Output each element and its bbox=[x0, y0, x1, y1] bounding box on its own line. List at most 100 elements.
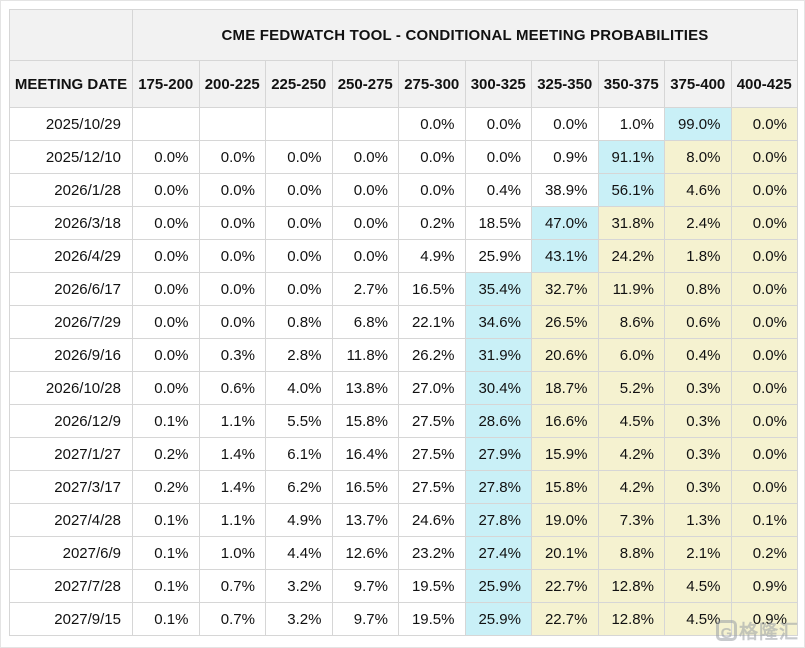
probability-cell: 0.0% bbox=[730, 272, 798, 306]
probability-cell: 12.6% bbox=[331, 536, 399, 570]
probability-cell: 4.0% bbox=[265, 371, 333, 405]
probability-cell: 0.0% bbox=[730, 338, 798, 372]
probability-cell: 0.0% bbox=[730, 140, 798, 174]
probability-cell: 0.1% bbox=[132, 569, 200, 603]
rate-bin-header: 350-375 bbox=[597, 60, 665, 108]
probability-cell bbox=[132, 107, 200, 141]
probability-cell: 0.2% bbox=[398, 206, 466, 240]
probability-cell: 25.9% bbox=[464, 239, 532, 273]
probability-cell: 47.0% bbox=[531, 206, 599, 240]
probability-cell: 0.0% bbox=[265, 140, 333, 174]
probability-cell: 20.6% bbox=[531, 338, 599, 372]
probability-cell: 1.0% bbox=[597, 107, 665, 141]
probability-cell bbox=[331, 107, 399, 141]
probability-cell: 0.0% bbox=[730, 305, 798, 339]
table-row: 2027/4/28 0.1% 1.1% 4.9% 13.7% 24.6% 27.8% 19.0… bbox=[9, 503, 798, 537]
probability-cell: 30.4% bbox=[464, 371, 532, 405]
probability-cell: 26.2% bbox=[398, 338, 466, 372]
probability-cell: 0.0% bbox=[198, 206, 266, 240]
probability-cell: 4.9% bbox=[265, 503, 333, 537]
probability-cell: 6.0% bbox=[597, 338, 665, 372]
table-title: CME FEDWATCH TOOL - CONDITIONAL MEETING … bbox=[132, 9, 798, 61]
probability-cell: 7.3% bbox=[597, 503, 665, 537]
probability-cell: 18.7% bbox=[531, 371, 599, 405]
probability-cell: 0.0% bbox=[132, 239, 200, 273]
probability-cell: 28.6% bbox=[464, 404, 532, 438]
probability-cell: 27.4% bbox=[464, 536, 532, 570]
probability-cell: 3.2% bbox=[265, 569, 333, 603]
probability-cell: 16.5% bbox=[331, 470, 399, 504]
probability-cell: 0.0% bbox=[198, 305, 266, 339]
probability-cell: 0.0% bbox=[730, 437, 798, 471]
table-row: 2027/1/27 0.2% 1.4% 6.1% 16.4% 27.5% 27.9% 15.9… bbox=[9, 437, 798, 471]
probability-cell: 0.0% bbox=[730, 107, 798, 141]
probability-cell: 31.9% bbox=[464, 338, 532, 372]
probability-cell: 13.8% bbox=[331, 371, 399, 405]
probability-cell: 3.2% bbox=[265, 602, 333, 636]
probability-cell: 16.5% bbox=[398, 272, 466, 306]
probability-cell: 1.8% bbox=[664, 239, 732, 273]
probability-cell: 4.5% bbox=[597, 404, 665, 438]
probability-cell: 0.0% bbox=[730, 470, 798, 504]
probability-cell: 0.8% bbox=[664, 272, 732, 306]
probability-cell: 0.6% bbox=[664, 305, 732, 339]
probability-cell: 27.5% bbox=[398, 404, 466, 438]
meeting-date-cell: 2026/9/16 bbox=[9, 338, 133, 372]
meeting-date-cell: 2026/10/28 bbox=[9, 371, 133, 405]
probability-cell: 15.8% bbox=[331, 404, 399, 438]
probability-cell: 8.0% bbox=[664, 140, 732, 174]
meeting-date-cell: 2026/1/28 bbox=[9, 173, 133, 207]
probability-cell: 0.6% bbox=[198, 371, 266, 405]
title-row: CME FEDWATCH TOOL - CONDITIONAL MEETING … bbox=[9, 9, 798, 61]
probability-cell: 18.5% bbox=[464, 206, 532, 240]
probability-cell: 99.0% bbox=[664, 107, 732, 141]
probability-cell: 23.2% bbox=[398, 536, 466, 570]
probability-cell: 15.8% bbox=[531, 470, 599, 504]
probability-cell: 0.0% bbox=[265, 173, 333, 207]
probability-cell: 22.7% bbox=[531, 569, 599, 603]
probability-cell: 5.2% bbox=[597, 371, 665, 405]
probability-cell: 0.0% bbox=[132, 305, 200, 339]
probability-cell: 0.0% bbox=[198, 140, 266, 174]
probability-cell: 27.8% bbox=[464, 503, 532, 537]
meeting-date-cell: 2026/7/29 bbox=[9, 305, 133, 339]
meeting-date-cell: 2027/3/17 bbox=[9, 470, 133, 504]
fedwatch-probability-table: CME FEDWATCH TOOL - CONDITIONAL MEETING … bbox=[9, 9, 798, 636]
probability-cell: 0.4% bbox=[664, 338, 732, 372]
probability-cell: 27.9% bbox=[464, 437, 532, 471]
probability-cell: 0.7% bbox=[198, 602, 266, 636]
table-row: 2026/9/16 0.0% 0.3% 2.8% 11.8% 26.2% 31.9% 20.6… bbox=[9, 338, 798, 372]
probability-cell: 0.9% bbox=[531, 140, 599, 174]
table-row: 2026/10/28 0.0% 0.6% 4.0% 13.8% 27.0% 30.4% 18.… bbox=[9, 371, 798, 405]
probability-cell: 4.5% bbox=[664, 569, 732, 603]
probability-cell: 0.0% bbox=[132, 272, 200, 306]
probability-cell: 2.1% bbox=[664, 536, 732, 570]
rate-bin-header: 200-225 bbox=[198, 60, 266, 108]
probability-cell: 20.1% bbox=[531, 536, 599, 570]
probability-cell: 0.3% bbox=[198, 338, 266, 372]
probability-cell: 0.2% bbox=[132, 437, 200, 471]
probability-cell: 0.0% bbox=[730, 206, 798, 240]
probability-cell: 11.8% bbox=[331, 338, 399, 372]
probability-cell: 0.3% bbox=[664, 470, 732, 504]
probability-cell: 8.6% bbox=[597, 305, 665, 339]
probability-cell: 1.4% bbox=[198, 437, 266, 471]
probability-cell: 0.1% bbox=[132, 602, 200, 636]
probability-cell: 0.9% bbox=[730, 569, 798, 603]
probability-cell: 25.9% bbox=[464, 602, 532, 636]
table-row: 2027/6/9 0.1% 1.0% 4.4% 12.6% 23.2% 27.4% 20.1%… bbox=[9, 536, 798, 570]
probability-cell: 0.0% bbox=[132, 371, 200, 405]
probability-cell: 15.9% bbox=[531, 437, 599, 471]
probability-cell: 0.2% bbox=[132, 470, 200, 504]
probability-cell bbox=[265, 107, 333, 141]
table-row: 2027/3/17 0.2% 1.4% 6.2% 16.5% 27.5% 27.8% 15.8… bbox=[9, 470, 798, 504]
probability-cell: 0.0% bbox=[132, 338, 200, 372]
probability-cell: 0.0% bbox=[265, 239, 333, 273]
probability-cell: 9.7% bbox=[331, 569, 399, 603]
table-row: 2026/4/29 0.0% 0.0% 0.0% 0.0% 4.9% 25.9% 43.1% 2… bbox=[9, 239, 798, 273]
probability-cell: 0.0% bbox=[464, 107, 532, 141]
probability-cell: 1.4% bbox=[198, 470, 266, 504]
probability-cell: 12.8% bbox=[597, 569, 665, 603]
meeting-date-cell: 2026/3/18 bbox=[9, 206, 133, 240]
